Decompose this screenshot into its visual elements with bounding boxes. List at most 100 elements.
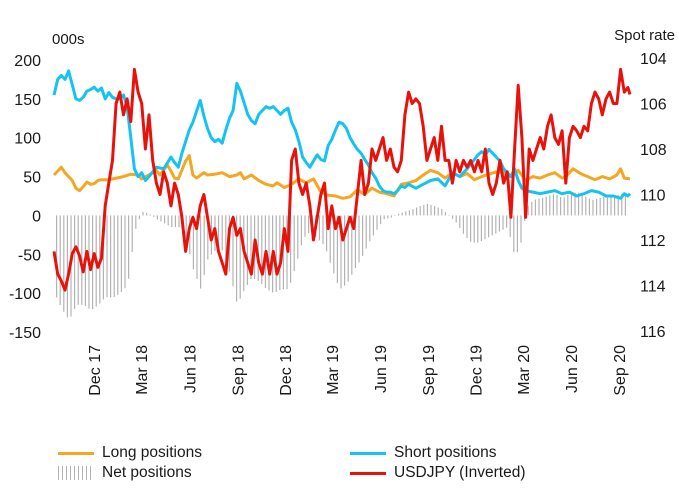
- net-positions-bars: [56, 192, 626, 318]
- net-position-bar: [430, 204, 432, 216]
- net-position-bar: [74, 215, 76, 309]
- net-position-bar: [383, 215, 385, 220]
- net-position-bar: [617, 194, 619, 216]
- net-position-bar: [290, 215, 292, 283]
- left-axis-tick-label: 150: [14, 92, 41, 109]
- net-position-bar: [347, 215, 349, 282]
- net-position-bar: [570, 193, 572, 216]
- net-position-bar: [610, 196, 612, 216]
- legend-item-usdjpy: USDJPY (Inverted): [350, 464, 526, 482]
- net-position-bar: [538, 198, 540, 216]
- legend-swatch-usdjpy: [350, 471, 386, 475]
- net-position-bar: [185, 215, 187, 239]
- net-position-bar: [376, 215, 378, 230]
- net-position-bar: [567, 195, 569, 216]
- net-position-bar: [178, 215, 180, 228]
- series-lines: [52, 67, 632, 292]
- left-axis-tick-label: 100: [14, 131, 41, 148]
- net-position-bar: [131, 215, 133, 252]
- net-position-bar: [135, 215, 137, 229]
- net-position-bar: [477, 215, 479, 243]
- usdjpy-inverted-line: [52, 67, 632, 292]
- net-position-bar: [308, 215, 310, 233]
- legend-label-short: Short positions: [394, 444, 497, 461]
- left-axis-unit-label: 000s: [52, 31, 85, 48]
- net-position-bar: [408, 210, 410, 216]
- net-position-bar: [322, 215, 324, 245]
- net-position-bar: [488, 215, 490, 238]
- net-position-bar: [358, 215, 360, 263]
- net-position-bar: [578, 192, 580, 216]
- right-axis-tick-label: 112: [640, 233, 666, 250]
- net-position-bar: [491, 215, 493, 236]
- net-position-bar: [268, 215, 270, 291]
- net-position-bar: [236, 215, 238, 302]
- net-position-bar: [153, 215, 155, 217]
- net-position-bar: [520, 215, 522, 243]
- left-axis-tick-label: -150: [9, 325, 41, 342]
- x-axis-tick-label: Dec 18: [278, 345, 295, 396]
- net-position-bar: [59, 215, 61, 305]
- net-position-bar: [365, 215, 367, 249]
- net-position-bar: [441, 209, 443, 216]
- net-position-bar: [200, 215, 202, 289]
- net-position-bar: [563, 197, 565, 216]
- net-position-bar: [585, 196, 587, 216]
- net-position-bar: [516, 215, 518, 253]
- net-position-bar: [77, 215, 79, 305]
- left-axis-ticks: 200 150 100 50 0 -50 -100 -150: [9, 53, 41, 342]
- net-position-bar: [354, 215, 356, 269]
- net-position-bar: [459, 215, 461, 229]
- x-axis-tick-label: Sep 20: [612, 345, 629, 396]
- chart-canvas: 000s Spot rate 200 150 100 50 0 -50 -100 -150 1…: [9, 27, 675, 396]
- net-position-bar: [138, 215, 140, 220]
- left-axis-tick-label: 0: [32, 208, 41, 225]
- net-position-bar: [293, 215, 295, 272]
- net-position-bar: [164, 215, 166, 224]
- net-position-bar: [552, 194, 554, 216]
- net-position-bar: [455, 215, 457, 223]
- net-position-bar: [534, 199, 536, 216]
- right-axis-tick-label: 106: [640, 97, 667, 114]
- left-axis-tick-label: 200: [14, 53, 41, 70]
- net-position-bar: [106, 215, 108, 298]
- x-axis-tick-label: Dec 19: [468, 345, 485, 396]
- x-axis-tick-label: Mar 20: [516, 345, 533, 395]
- legend-label-usdjpy: USDJPY (Inverted): [394, 464, 526, 481]
- net-position-bar: [192, 215, 194, 270]
- net-position-bar: [588, 198, 590, 216]
- right-axis-tick-label: 104: [640, 51, 667, 68]
- right-axis-tick-label: 114: [640, 279, 666, 296]
- net-position-bar: [531, 201, 533, 216]
- net-position-bar: [156, 215, 158, 220]
- legend-swatch-net: [58, 466, 94, 480]
- x-axis-tick-label: Jun 19: [373, 345, 390, 393]
- net-position-bar: [545, 196, 547, 216]
- net-position-bar: [304, 215, 306, 237]
- net-position-bar: [444, 212, 446, 216]
- net-position-bar: [542, 197, 544, 216]
- right-axis-ticks: 104 106 108 110 112 114 116: [640, 51, 667, 341]
- legend-swatch-short: [350, 451, 386, 455]
- net-position-bar: [466, 215, 468, 238]
- net-position-bar: [419, 206, 421, 216]
- x-axis-tick-label: Mar 19: [325, 345, 342, 395]
- net-position-bar: [498, 215, 500, 232]
- legend-label-long: Long positions: [102, 444, 202, 461]
- net-position-bar: [398, 213, 400, 216]
- net-position-bar: [452, 215, 454, 219]
- net-position-bar: [437, 207, 439, 216]
- net-position-bar: [250, 215, 252, 280]
- net-position-bar: [110, 215, 112, 298]
- net-position-bar: [560, 197, 562, 216]
- net-position-bar: [606, 196, 608, 216]
- net-position-bar: [344, 215, 346, 286]
- right-axis-tick-label: 110: [640, 188, 666, 205]
- net-position-bar: [509, 215, 511, 237]
- net-position-bar: [282, 215, 284, 290]
- legend-item-short: Short positions: [350, 444, 497, 462]
- net-position-bar: [318, 215, 320, 241]
- net-position-bar: [128, 215, 130, 279]
- right-axis-tick-label: 116: [640, 324, 666, 341]
- net-position-bar: [556, 194, 558, 216]
